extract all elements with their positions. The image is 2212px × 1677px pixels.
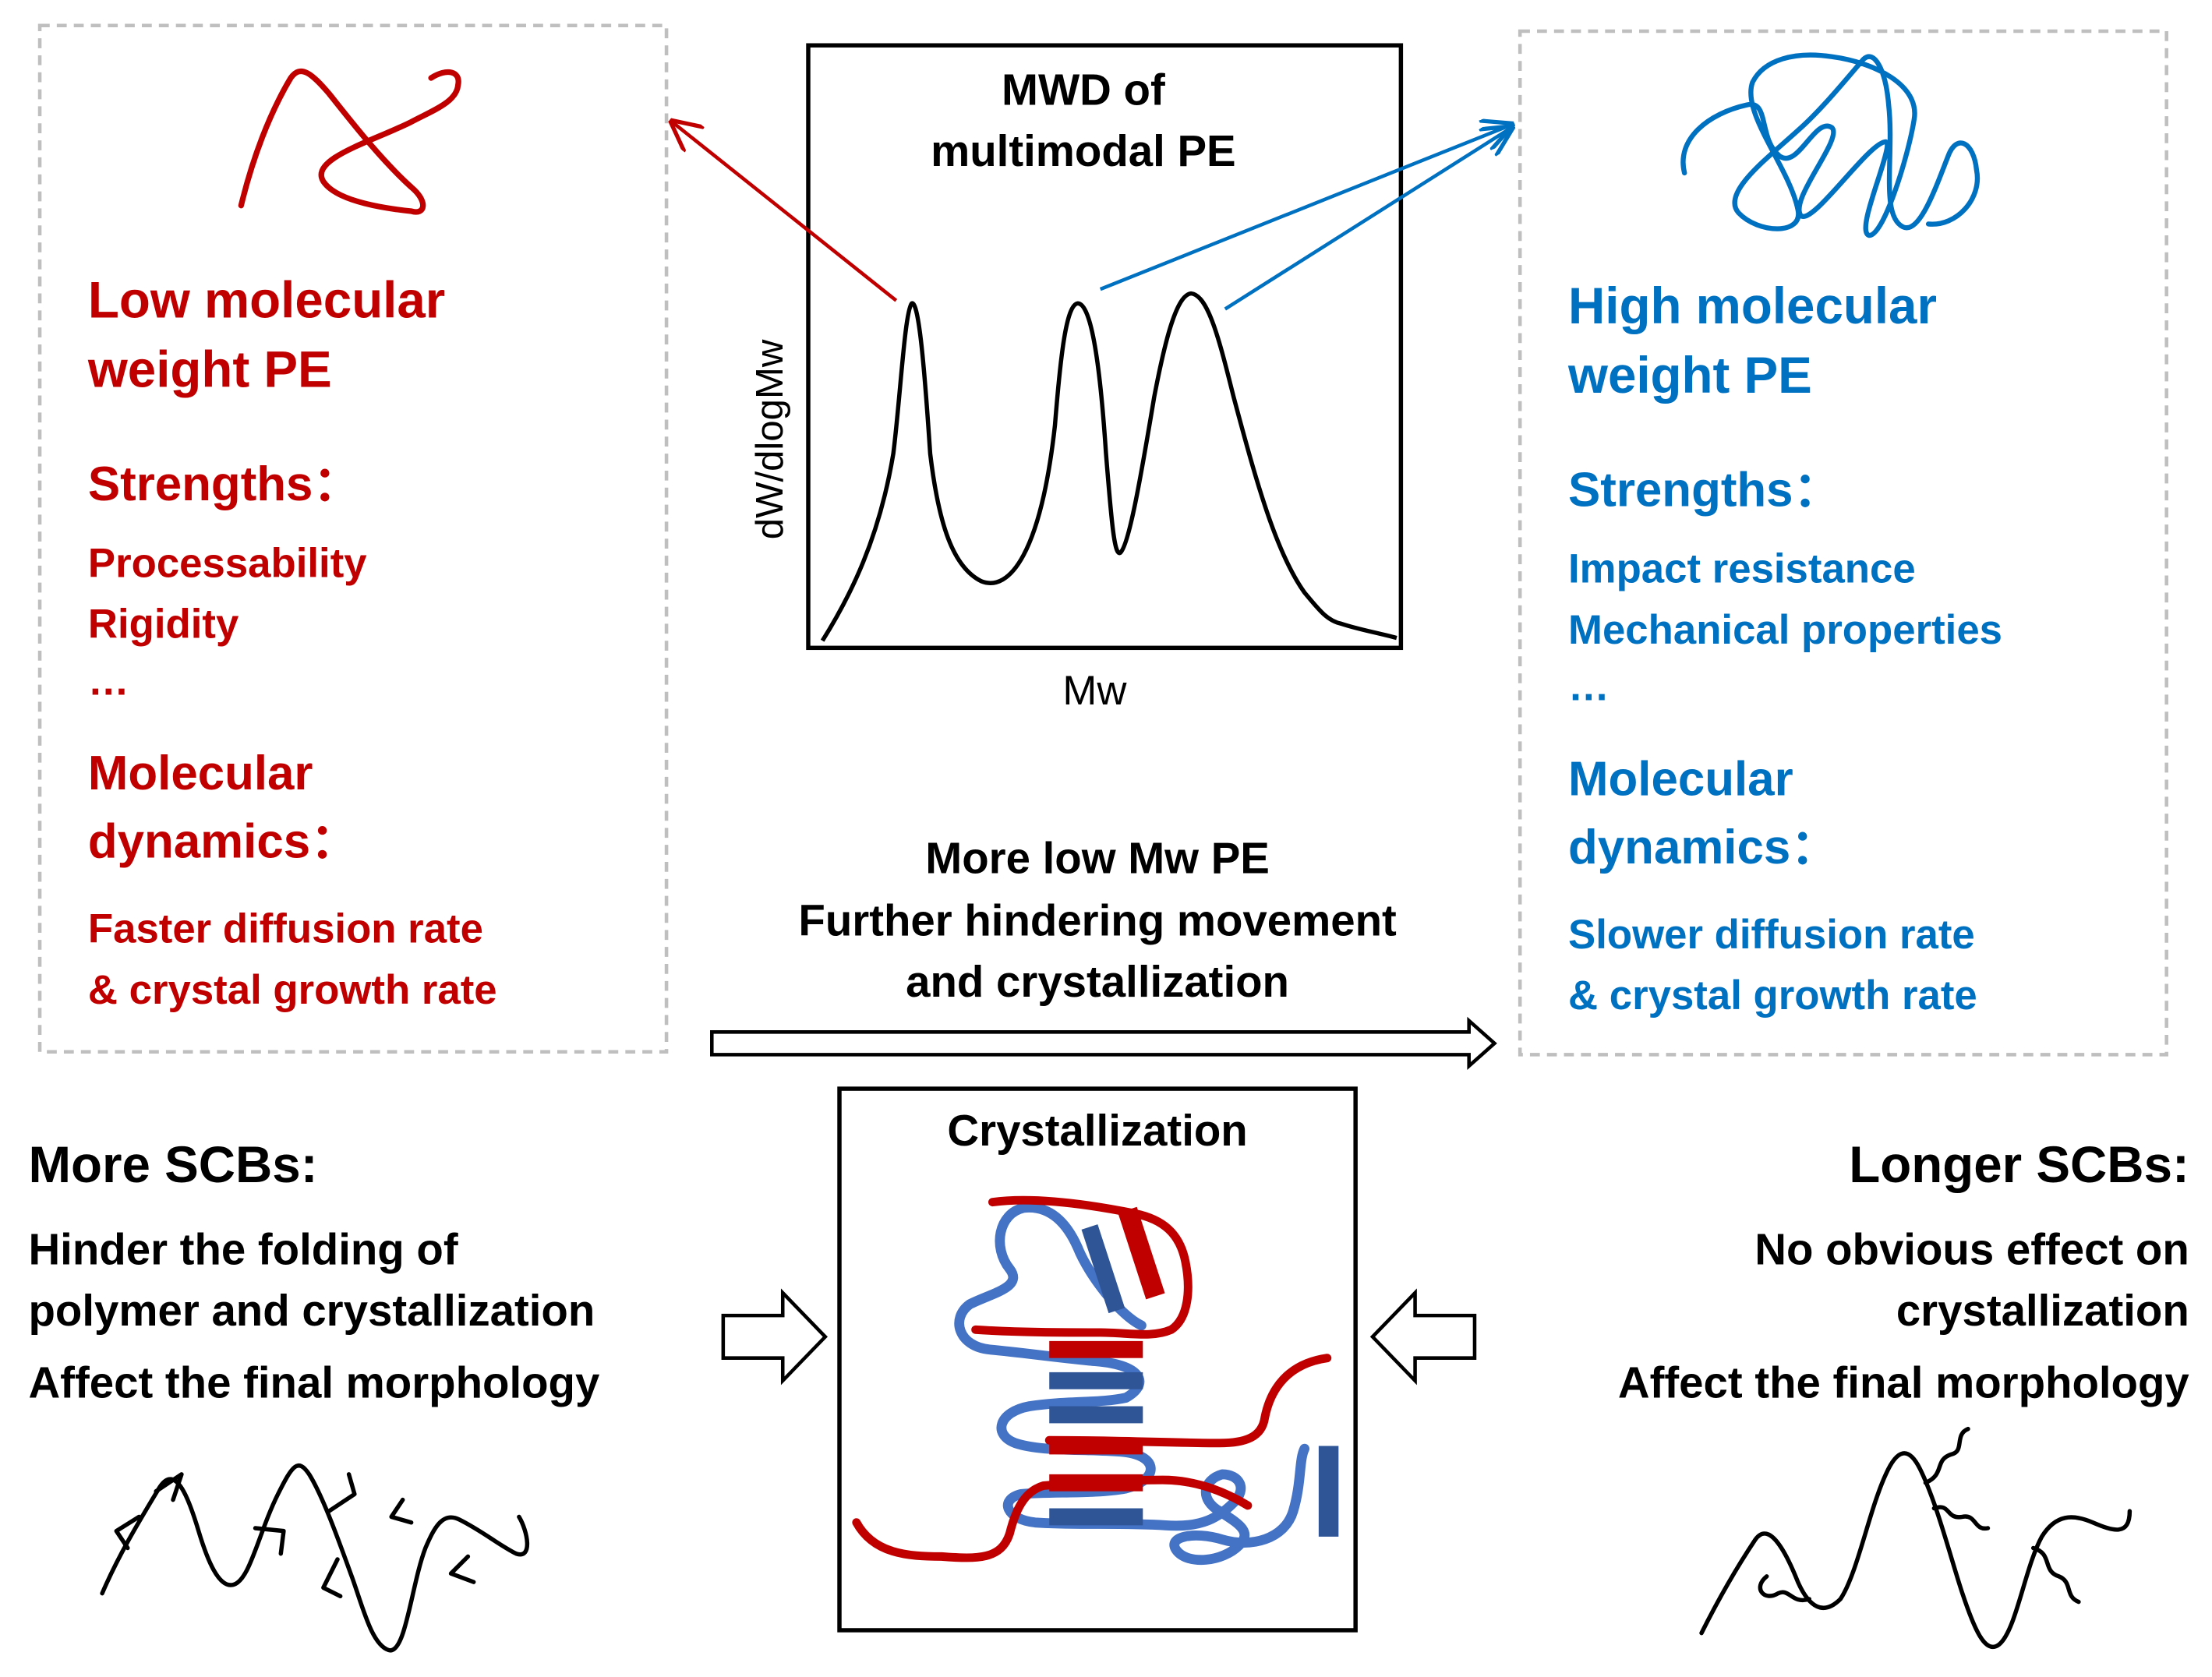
branched-chain-long-branches-icon xyxy=(1699,1426,2132,1650)
hollow-left-arrow xyxy=(1369,1288,1477,1386)
crystallization-title: Crystallization xyxy=(947,1106,1247,1155)
red-polymer-chain xyxy=(852,1475,1253,1562)
high-mw-title-line2: weight PE xyxy=(1567,347,1812,404)
high-mw-strength-item: … xyxy=(1568,664,1610,710)
crystal-stem-blue xyxy=(1049,1372,1143,1389)
crystal-stem-blue xyxy=(1081,1224,1125,1314)
low-mw-strength-item: … xyxy=(88,658,129,704)
short-polymer-chain-icon xyxy=(238,68,461,215)
longer-scbs-line3: Affect the final morphology xyxy=(1618,1358,2190,1407)
high-mw-strengths-label: Strengths： xyxy=(1568,463,1841,517)
hollow-right-arrow xyxy=(721,1288,828,1386)
low-mw-strength-item: Rigidity xyxy=(88,602,239,648)
low-mw-panel-border xyxy=(37,23,669,1054)
more-scbs-line2: polymer and crystallization xyxy=(28,1286,595,1335)
high-mw-strength-item: Mechanical properties xyxy=(1568,607,2002,653)
chart-title-line2: multimodal PE xyxy=(931,126,1236,175)
more-scbs-line3: Affect the final morphology xyxy=(28,1358,600,1407)
long-polymer-chain-icon xyxy=(1680,52,1981,238)
crystallization-box: Crystallization xyxy=(837,1086,1358,1633)
arrow-to-high-mw-panel xyxy=(1224,128,1511,311)
crystal-stem-red xyxy=(1118,1206,1165,1300)
crystal-stem-red xyxy=(1049,1340,1143,1358)
low-mw-title-line1: Low molecular xyxy=(88,271,445,328)
more-scbs-heading: More SCBs: xyxy=(28,1136,317,1193)
mw-effect-line3: and crystallization xyxy=(906,957,1289,1006)
chart-peak xyxy=(898,154,901,157)
high-mw-dynamics-label-line1: Molecular xyxy=(1568,753,1793,807)
high-mw-strength-item: Impact resistance xyxy=(1568,546,1916,592)
red-polymer-chain xyxy=(971,1195,1193,1339)
arrow-to-high-mw-panel xyxy=(1099,125,1512,291)
mwd-chart: MWD of multimodal PE dW/dlogMw Mw xyxy=(749,43,1404,714)
longer-scbs-line1: No obvious effect on xyxy=(1754,1225,2189,1274)
branched-chain-many-short-branches-icon xyxy=(100,1463,530,1653)
mwd-curve xyxy=(820,291,1398,642)
high-mw-dynamics-line2: & crystal growth rate xyxy=(1568,973,1977,1019)
longer-scbs-section: Longer SCBs: No obvious effect on crysta… xyxy=(1369,1136,2190,1650)
high-mw-panel-border xyxy=(1518,29,2168,1057)
chart-ylabel: dW/dlogMw xyxy=(749,339,791,539)
mw-effect-line1: More low Mw PE xyxy=(925,834,1270,883)
low-mw-strength-item: Processability xyxy=(88,540,367,586)
crystal-stem-red xyxy=(1049,1437,1143,1455)
crystal-stem-blue xyxy=(1049,1508,1143,1526)
low-mw-dynamics-label-line1: Molecular xyxy=(88,747,313,800)
longer-scbs-heading: Longer SCBs: xyxy=(1849,1136,2189,1193)
low-mw-strengths-label: Strengths： xyxy=(88,457,361,511)
crystal-stem-red xyxy=(1049,1474,1143,1492)
mw-effect-arrow-group: More low Mw PE Further hindering movemen… xyxy=(710,834,1497,1071)
mw-effect-line2: Further hindering movement xyxy=(798,896,1397,945)
chart-frame xyxy=(806,43,1404,651)
high-mw-title-line1: High molecular xyxy=(1568,277,1937,334)
low-mw-panel: Low molecular weight PE Strengths： Proce… xyxy=(37,23,669,1054)
more-scbs-section: More SCBs: Hinder the folding of polymer… xyxy=(28,1136,828,1653)
crystal-stem-blue xyxy=(1049,1406,1143,1424)
arrow-to-low-mw-panel xyxy=(672,122,898,302)
low-mw-dynamics-label-line2: dynamics： xyxy=(88,815,359,869)
crystallization-frame xyxy=(837,1086,1358,1633)
high-mw-dynamics-label-line2: dynamics： xyxy=(1568,821,1839,874)
low-mw-title-line2: weight PE xyxy=(87,341,332,398)
longer-scbs-line2: crystallization xyxy=(1896,1286,2189,1335)
hollow-right-arrow xyxy=(710,1016,1497,1071)
chart-xlabel: Mw xyxy=(1062,668,1127,714)
low-mw-dynamics-line2: & crystal growth rate xyxy=(88,967,497,1013)
low-mw-dynamics-line1: Faster diffusion rate xyxy=(88,906,483,952)
high-mw-panel: High molecular weight PE Strengths： Impa… xyxy=(1518,29,2168,1057)
chart-title-line1: MWD of xyxy=(1002,65,1165,115)
crystal-stem-blue xyxy=(1318,1446,1339,1537)
blue-polymer-chain xyxy=(954,1202,1310,1566)
more-scbs-line1: Hinder the folding of xyxy=(28,1225,458,1274)
high-mw-dynamics-line1: Slower diffusion rate xyxy=(1568,912,1975,958)
